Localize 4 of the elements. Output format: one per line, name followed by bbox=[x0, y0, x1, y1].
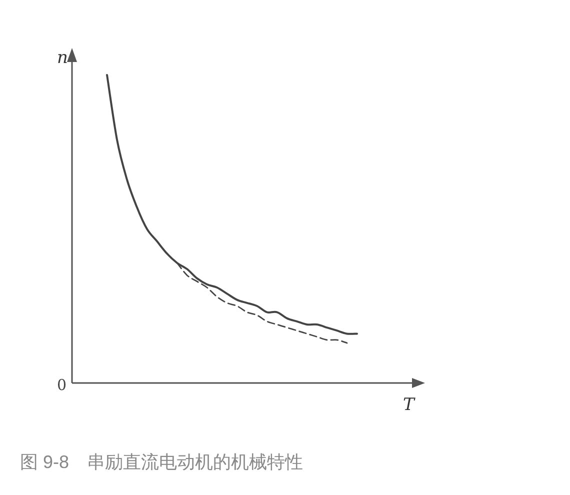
y-axis-title: n bbox=[57, 48, 68, 68]
text: 0 bbox=[57, 376, 67, 394]
x-axis-title: T bbox=[403, 395, 416, 415]
text: 图 9-8 串励直流电动机的机械特性 bbox=[20, 452, 304, 472]
